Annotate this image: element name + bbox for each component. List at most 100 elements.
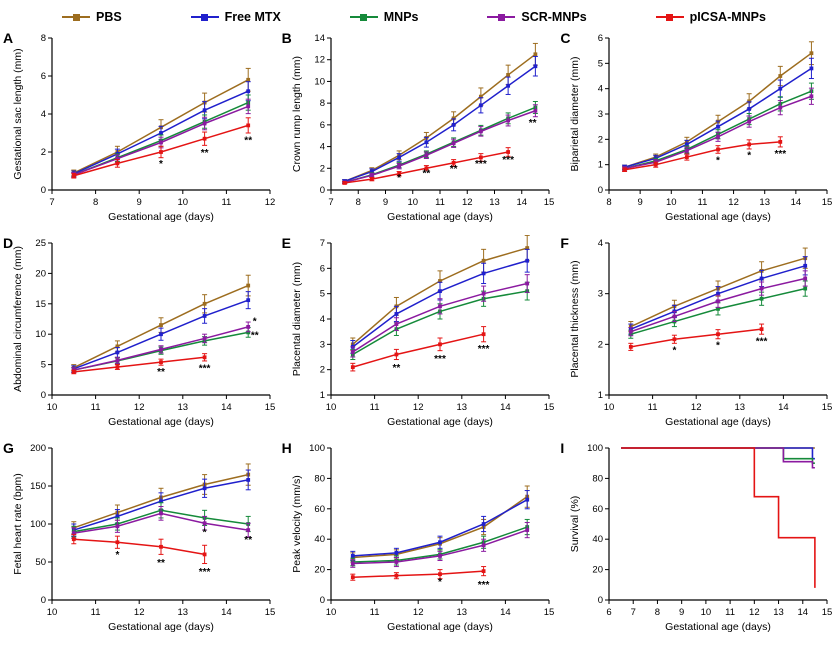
svg-text:15: 15 <box>543 402 554 413</box>
svg-text:10: 10 <box>701 607 712 618</box>
chart-placental-thickness: 10 11 12 13 14 15 1 2 3 4 Gestational age (days) Pl… <box>567 235 836 436</box>
svg-text:2: 2 <box>41 147 46 158</box>
svg-text:12: 12 <box>134 607 145 618</box>
svg-text:Abdominal circumference (mm): Abdominal circumference (mm) <box>12 246 24 392</box>
legend-item-mnps: MNPs <box>349 10 419 24</box>
svg-text:Placental thickness (mm): Placental thickness (mm) <box>569 260 581 377</box>
svg-text:*: * <box>673 345 677 356</box>
chart-survival: 6 7 8 9 10 11 12 13 14 15 0 20 40 60 80 100 Gestational … <box>567 440 836 641</box>
legend-label-mnps: MNPs <box>383 10 419 24</box>
svg-text:50: 50 <box>35 557 46 568</box>
svg-text:15: 15 <box>35 299 46 310</box>
svg-text:1: 1 <box>598 390 603 401</box>
svg-text:12: 12 <box>462 197 473 208</box>
svg-text:0: 0 <box>41 595 46 606</box>
svg-text:**: ** <box>244 535 252 546</box>
svg-text:20: 20 <box>35 268 46 279</box>
svg-text:9: 9 <box>137 197 142 208</box>
svg-text:9: 9 <box>383 197 388 208</box>
svg-text:Biparietal diameter (mm): Biparietal diameter (mm) <box>569 57 581 172</box>
svg-text:11: 11 <box>91 402 101 413</box>
svg-text:Gestational age (days): Gestational age (days) <box>387 621 493 633</box>
panel-letter-b: B <box>281 30 292 46</box>
svg-text:100: 100 <box>309 443 325 454</box>
svg-text:5: 5 <box>598 58 603 69</box>
panel-letter-c: C <box>560 30 571 46</box>
svg-text:Fetal heart rate (bpm): Fetal heart rate (bpm) <box>12 473 24 575</box>
svg-text:Placental diameter (mm): Placental diameter (mm) <box>291 262 303 376</box>
panel-g: G 10 11 12 13 14 15 0 50 100 150 200 Gestational ag… <box>0 440 279 645</box>
chart-svg: 7 8 9 10 11 12 13 14 15 0 2 4 6 8 10 12 14 Gestational ag… <box>291 33 554 223</box>
svg-text:100: 100 <box>587 443 603 454</box>
svg-text:14: 14 <box>500 607 511 618</box>
svg-text:15: 15 <box>822 402 833 413</box>
svg-text:80: 80 <box>593 473 604 484</box>
svg-text:Gestational age (days): Gestational age (days) <box>108 416 214 428</box>
svg-text:**: ** <box>251 330 259 341</box>
svg-text:14: 14 <box>221 607 232 618</box>
svg-text:2: 2 <box>598 339 603 350</box>
svg-text:**: ** <box>201 148 209 159</box>
svg-text:9: 9 <box>679 607 684 618</box>
svg-text:***: *** <box>434 354 446 365</box>
svg-text:**: ** <box>422 168 430 179</box>
svg-text:2: 2 <box>319 163 324 174</box>
svg-text:10: 10 <box>407 197 418 208</box>
svg-text:11: 11 <box>369 607 379 618</box>
legend-label-pbs: PBS <box>96 10 122 24</box>
panel-letter-g: G <box>3 440 14 456</box>
chart-fetal-heart-rate: 10 11 12 13 14 15 0 50 100 150 200 Gestational age … <box>10 440 279 641</box>
mnps-line-marker-icon <box>349 13 378 22</box>
chart-biparietal-diameter: 8 9 10 11 12 13 14 15 0 1 2 3 4 5 6 Gestational age (da… <box>567 30 836 231</box>
svg-text:***: *** <box>199 363 211 374</box>
svg-text:10: 10 <box>604 402 615 413</box>
free-mtx-line-marker-icon <box>190 13 219 22</box>
svg-text:9: 9 <box>638 197 643 208</box>
svg-text:11: 11 <box>698 197 708 208</box>
svg-text:40: 40 <box>593 534 604 545</box>
svg-text:12: 12 <box>691 402 702 413</box>
svg-text:0: 0 <box>598 595 603 606</box>
svg-text:14: 14 <box>778 402 789 413</box>
svg-text:*: * <box>716 340 720 351</box>
panel-letter-e: E <box>281 235 291 251</box>
svg-text:Gestational age (days): Gestational age (days) <box>387 211 493 223</box>
legend-label-scr-mnps: SCR-MNPs <box>521 10 587 24</box>
chart-peak-velocity: 10 11 12 13 14 15 0 20 40 60 80 100 Gestational age … <box>289 440 558 641</box>
panel-e: E 10 11 12 13 14 15 1 2 3 4 5 6 7 Gestational age (da… <box>279 234 558 440</box>
svg-text:Gestational age (days): Gestational age (days) <box>387 416 493 428</box>
svg-text:**: ** <box>449 164 457 175</box>
svg-text:2: 2 <box>319 365 324 376</box>
chart-abdominal-circumference: 10 11 12 13 14 15 0 5 10 15 20 25 Gestational age (d… <box>10 235 279 436</box>
svg-text:**: ** <box>157 558 165 569</box>
svg-text:13: 13 <box>735 402 746 413</box>
svg-text:100: 100 <box>30 519 46 530</box>
svg-text:**: ** <box>157 367 165 378</box>
svg-text:7: 7 <box>631 607 636 618</box>
svg-text:7: 7 <box>49 197 54 208</box>
svg-text:0: 0 <box>319 595 324 606</box>
svg-text:1: 1 <box>598 160 603 171</box>
svg-text:60: 60 <box>593 504 604 515</box>
panel-a: A 7 8 9 10 11 12 0 2 4 6 8 Gestational age (days) Ge… <box>0 30 279 235</box>
chart-svg: 10 11 12 13 14 15 0 5 10 15 20 25 Gestational age (d… <box>12 238 275 428</box>
svg-text:***: *** <box>475 159 487 170</box>
svg-text:*: * <box>159 159 163 170</box>
svg-text:200: 200 <box>30 443 46 454</box>
svg-text:8: 8 <box>319 98 324 109</box>
chart-placental-diameter: 10 11 12 13 14 15 1 2 3 4 5 6 7 Gestational age (days… <box>289 234 558 436</box>
svg-text:0: 0 <box>41 185 46 196</box>
svg-text:**: ** <box>244 135 252 146</box>
svg-text:8: 8 <box>655 607 660 618</box>
svg-text:*: * <box>438 577 442 588</box>
panel-b: B 7 8 9 10 11 12 13 14 15 0 2 4 6 8 10 12 14 Gestational … <box>279 30 558 235</box>
svg-text:*: * <box>253 316 257 327</box>
svg-text:80: 80 <box>314 473 325 484</box>
svg-text:14: 14 <box>516 197 527 208</box>
svg-text:11: 11 <box>369 402 379 413</box>
svg-text:4: 4 <box>319 314 324 325</box>
svg-text:4: 4 <box>598 84 603 95</box>
svg-text:0: 0 <box>41 390 46 401</box>
svg-text:12: 12 <box>134 402 145 413</box>
